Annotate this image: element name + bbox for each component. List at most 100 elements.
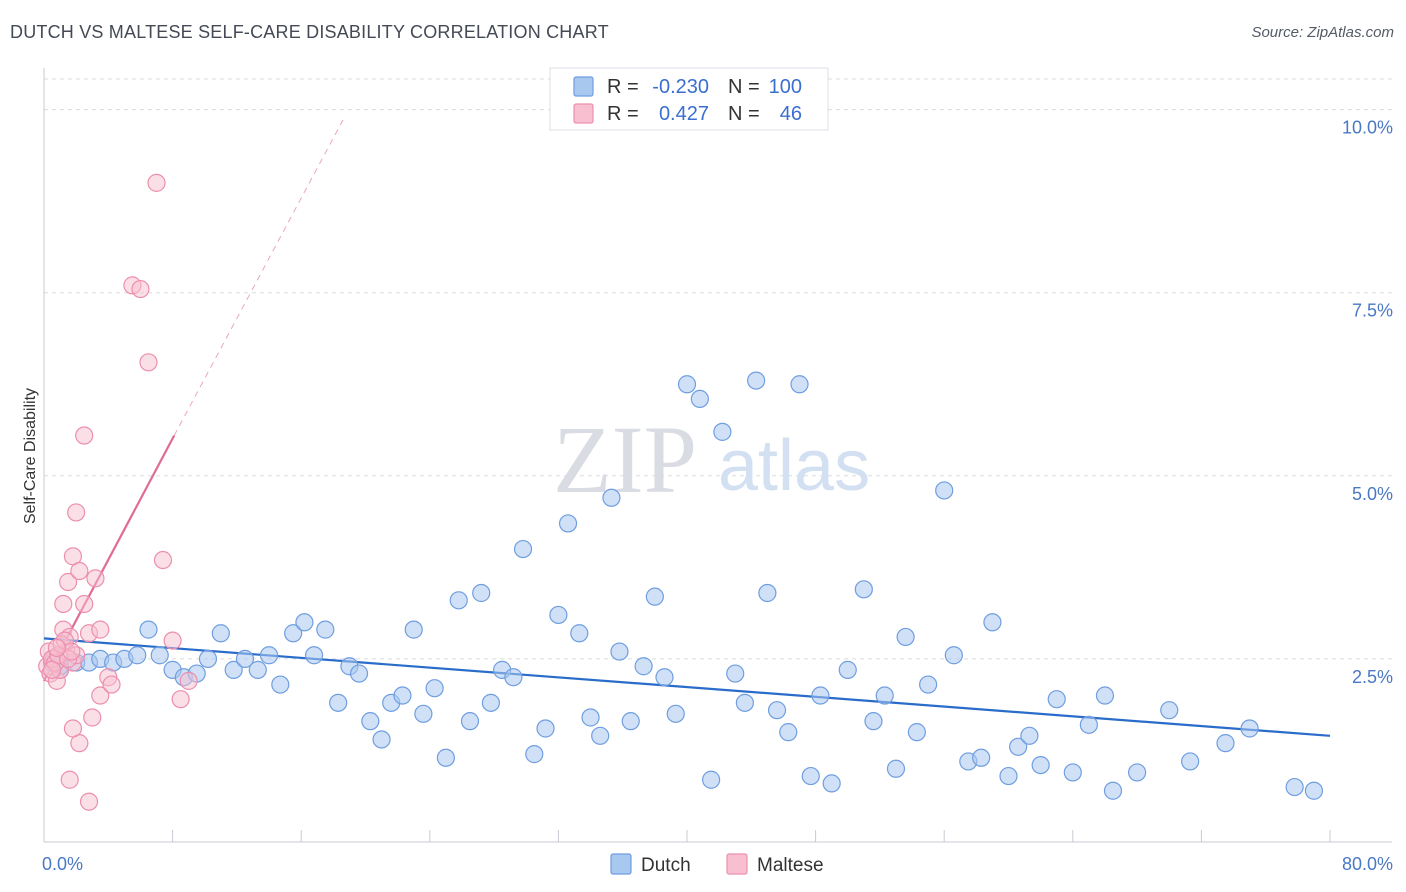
dutch-point-75 [886, 759, 906, 778]
dutch-point-29 [372, 730, 391, 749]
dutch-point-86 [1020, 726, 1039, 745]
chart-source: Source: ZipAtlas.com [1251, 24, 1394, 41]
maltese-point-31 [67, 503, 86, 522]
x-tick-label-1: 80.0% [1342, 854, 1393, 874]
maltese-point-35 [79, 792, 99, 811]
maltese-point-29 [83, 708, 102, 727]
dutch-point-18 [248, 660, 267, 679]
dutch-point-46 [558, 514, 578, 533]
maltese-point-18 [42, 660, 62, 679]
maltese-point-33 [63, 719, 83, 738]
legend-dutch-r-value: -0.230 [652, 76, 709, 98]
dutch-point-50 [602, 488, 621, 507]
bottom-legend-dutch-label: Dutch [641, 855, 691, 876]
dutch-point-80 [944, 646, 963, 665]
dutch-point-53 [634, 657, 653, 676]
maltese-point-19 [47, 638, 66, 658]
maltese-point-37 [102, 675, 121, 694]
dutch-point-72 [854, 580, 873, 599]
dutch-point-58 [690, 389, 709, 409]
maltese-point-24 [75, 594, 94, 614]
dutch-point-78 [919, 675, 938, 694]
dutch-point-32 [404, 620, 423, 639]
dutch-point-39 [481, 693, 500, 712]
dutch-point-61 [726, 664, 745, 683]
y-tick-label-1: 5.0% [1352, 484, 1393, 504]
dutch-point-45 [549, 605, 568, 625]
x-tick-label-0: 0.0% [42, 854, 83, 874]
maltese-point-45 [179, 671, 198, 690]
y-tick-label-3: 10.0% [1342, 118, 1393, 138]
dutch-point-56 [666, 704, 685, 723]
dutch-point-67 [790, 375, 809, 394]
dutch-point-70 [822, 774, 841, 793]
dutch-point-95 [1181, 752, 1200, 771]
dutch-point-24 [316, 620, 335, 639]
legend-dutch-n-value: 100 [769, 76, 802, 98]
dutch-point-22 [295, 613, 314, 632]
stats-legend: R = -0.230 N = 100 R = 0.427 N = 46 [549, 67, 829, 131]
legend-maltese-r-value: 0.427 [659, 103, 709, 125]
stats-legend-box [549, 67, 829, 131]
dutch-point-63 [747, 371, 766, 390]
maltese-point-34 [60, 770, 79, 789]
dutch-point-41 [504, 668, 523, 687]
dutch-point-27 [349, 664, 369, 683]
dutch-point-62 [735, 693, 754, 712]
dutch-point-87 [1031, 755, 1050, 775]
dutch-point-10 [150, 646, 169, 665]
dutch-point-85 [1009, 737, 1028, 756]
dutch-point-71 [838, 660, 857, 679]
y-axis-label: Self-Care Disability [22, 388, 39, 524]
dutch-point-55 [655, 668, 674, 687]
dutch-point-23 [304, 646, 324, 665]
dutch-point-47 [570, 624, 589, 643]
dutch-point-84 [999, 766, 1018, 786]
maltese-point-26 [86, 569, 105, 588]
dutch-point-90 [1079, 715, 1098, 734]
dutch-point-91 [1095, 686, 1115, 705]
watermark: ZIP atlas [553, 406, 870, 513]
dutch-point-93 [1127, 763, 1147, 782]
dutch-point-96 [1216, 734, 1235, 753]
dutch-point-64 [758, 583, 777, 603]
dutch-point-44 [536, 719, 555, 738]
dutch-point-21 [284, 624, 303, 643]
dutch-point-66 [779, 723, 798, 742]
y-tick-label-2: 7.5% [1352, 301, 1393, 321]
dutch-point-37 [460, 712, 480, 731]
dutch-point-49 [591, 726, 610, 745]
legend-maltese-n-label: N = [728, 103, 760, 125]
dutch-point-73 [864, 712, 883, 731]
dutch-point-19 [259, 646, 279, 665]
dutch-point-48 [581, 708, 600, 727]
dutch-point-92 [1103, 781, 1123, 800]
dutch-point-76 [896, 627, 915, 647]
dutch-point-82 [972, 748, 991, 767]
dutch-point-69 [811, 686, 830, 705]
dutch-point-15 [211, 624, 230, 643]
dutch-point-16 [224, 660, 243, 679]
bottom-legend-dutch-swatch [610, 853, 632, 875]
maltese-point-40 [139, 353, 158, 372]
chart-title: DUTCH VS MALTESE SELF-CARE DISABILITY CO… [10, 22, 609, 42]
maltese-point-36 [91, 686, 110, 705]
dutch-point-38 [472, 583, 491, 603]
dutch-point-25 [329, 693, 348, 712]
dutch-point-74 [875, 686, 894, 705]
grid [44, 78, 1392, 660]
dutch-point-9 [139, 620, 158, 639]
dutch-point-42 [513, 539, 533, 559]
maltese-point-27 [91, 620, 110, 639]
dutch-point-77 [907, 723, 926, 742]
dutch-point-68 [801, 766, 820, 786]
dutch-point-17 [235, 649, 255, 669]
dutch-point-59 [702, 770, 721, 789]
dutch-point-83 [983, 613, 1002, 632]
dutch-points [42, 371, 1324, 800]
dutch-point-99 [1304, 781, 1324, 800]
dutch-point-34 [425, 679, 444, 698]
dutch-point-8 [128, 646, 147, 665]
dutch-point-89 [1063, 763, 1082, 782]
